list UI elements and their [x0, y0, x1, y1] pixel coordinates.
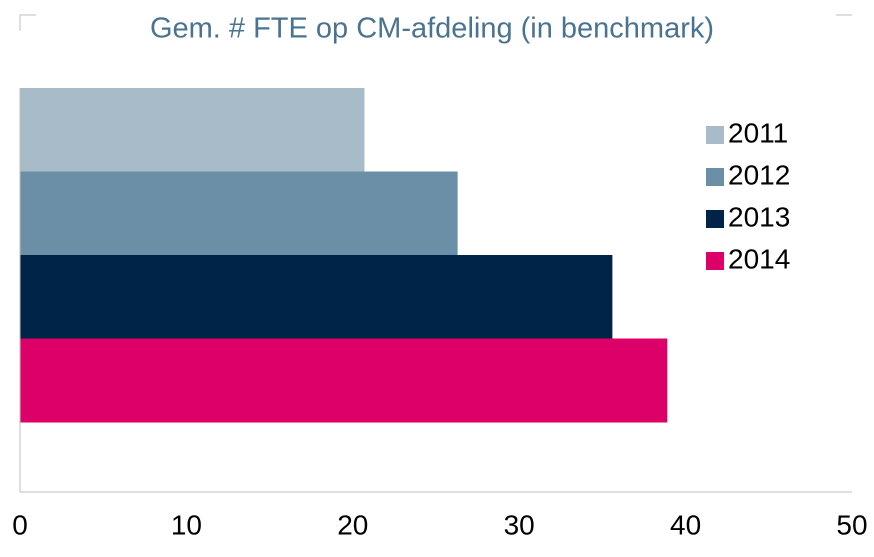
- x-tick-label: 50: [836, 509, 867, 540]
- bar: [20, 338, 668, 423]
- legend-label: 2011: [728, 117, 788, 148]
- legend-swatch: [706, 252, 724, 270]
- x-tick-label: 20: [337, 509, 368, 540]
- x-tick-label: 0: [12, 509, 28, 540]
- bar: [20, 171, 458, 256]
- bar: [20, 88, 365, 172]
- legend-label: 2014: [728, 243, 790, 274]
- chart-title: Gem. # FTE op CM-afdeling (in benchmark): [150, 13, 714, 45]
- legend-label: 2012: [728, 159, 790, 190]
- legend-swatch: [706, 126, 724, 144]
- legend-swatch: [706, 168, 724, 186]
- bar: [20, 255, 613, 339]
- legend-label: 2013: [728, 201, 790, 232]
- x-tick-label: 30: [504, 509, 535, 540]
- x-tick-label: 10: [171, 509, 202, 540]
- x-tick-label: 40: [670, 509, 701, 540]
- legend-swatch: [706, 210, 724, 228]
